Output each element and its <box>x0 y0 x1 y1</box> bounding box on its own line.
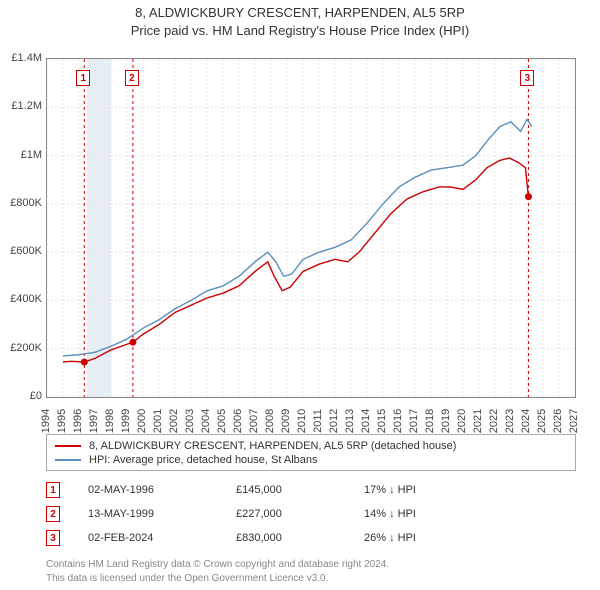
x-tick-label: 2000 <box>136 409 148 433</box>
x-tick-label: 2027 <box>568 409 580 433</box>
x-tick-label: 2006 <box>232 409 244 433</box>
legend-label: 8, ALDWICKBURY CRESCENT, HARPENDEN, AL5 … <box>89 440 456 452</box>
event-marker: 3 <box>46 530 60 546</box>
legend-row: HPI: Average price, detached house, St A… <box>55 453 567 467</box>
x-tick-label: 2018 <box>424 409 436 433</box>
chart-container: 8, ALDWICKBURY CRESCENT, HARPENDEN, AL5 … <box>0 0 600 590</box>
x-tick-label: 2015 <box>376 409 388 433</box>
event-price: £145,000 <box>236 484 336 496</box>
x-tick-label: 2016 <box>392 409 404 433</box>
event-date: 13-MAY-1999 <box>88 508 208 520</box>
event-price: £830,000 <box>236 532 336 544</box>
attribution-text: Contains HM Land Registry data © Crown c… <box>46 558 576 585</box>
x-tick-label: 2008 <box>264 409 276 433</box>
x-tick-label: 2024 <box>520 409 532 433</box>
x-tick-label: 1995 <box>56 409 68 433</box>
x-tick-label: 2020 <box>456 409 468 433</box>
sale-event-row: 2 13-MAY-1999 £227,000 14% ↓ HPI <box>46 502 576 526</box>
sale-marker-3: 3 <box>520 70 534 86</box>
chart-title: 8, ALDWICKBURY CRESCENT, HARPENDEN, AL5 … <box>0 0 600 39</box>
y-tick-label: £600K <box>10 245 42 257</box>
y-tick-label: £1M <box>21 149 42 161</box>
event-date: 02-MAY-1996 <box>88 484 208 496</box>
y-tick-label: £200K <box>10 342 42 354</box>
x-tick-label: 2025 <box>536 409 548 433</box>
event-delta: 17% ↓ HPI <box>364 484 484 496</box>
x-tick-label: 2023 <box>504 409 516 433</box>
x-tick-label: 1998 <box>104 409 116 433</box>
x-tick-label: 2012 <box>328 409 340 433</box>
x-tick-label: 2011 <box>312 409 324 433</box>
x-tick-label: 1997 <box>88 409 100 433</box>
title-line-2: Price paid vs. HM Land Registry's House … <box>0 22 600 40</box>
sale-events-table: 1 02-MAY-1996 £145,000 17% ↓ HPI 2 13-MAY-199… <box>46 478 576 550</box>
event-date: 02-FEB-2024 <box>88 532 208 544</box>
x-tick-label: 1999 <box>120 409 132 433</box>
x-tick-label: 2014 <box>360 409 372 433</box>
legend: 8, ALDWICKBURY CRESCENT, HARPENDEN, AL5 … <box>46 434 576 471</box>
event-delta: 26% ↓ HPI <box>364 532 484 544</box>
plot-area <box>46 58 576 398</box>
legend-row: 8, ALDWICKBURY CRESCENT, HARPENDEN, AL5 … <box>55 439 567 453</box>
x-tick-label: 1994 <box>40 409 52 433</box>
x-tick-label: 2013 <box>344 409 356 433</box>
sale-event-row: 3 02-FEB-2024 £830,000 26% ↓ HPI <box>46 526 576 550</box>
sale-marker-2: 2 <box>125 70 139 86</box>
legend-swatch <box>55 459 81 461</box>
legend-swatch <box>55 445 81 447</box>
sale-event-row: 1 02-MAY-1996 £145,000 17% ↓ HPI <box>46 478 576 502</box>
attribution-line-1: Contains HM Land Registry data © Crown c… <box>46 558 576 572</box>
y-tick-label: £0 <box>30 390 42 402</box>
x-tick-label: 2017 <box>408 409 420 433</box>
y-tick-label: £800K <box>10 197 42 209</box>
event-delta: 14% ↓ HPI <box>364 508 484 520</box>
x-tick-label: 2001 <box>152 409 164 433</box>
x-tick-label: 2022 <box>488 409 500 433</box>
x-tick-label: 2004 <box>200 409 212 433</box>
y-tick-label: £1.4M <box>11 52 42 64</box>
x-tick-label: 1996 <box>72 409 84 433</box>
x-tick-label: 2019 <box>440 409 452 433</box>
x-tick-label: 2026 <box>552 409 564 433</box>
x-tick-label: 2002 <box>168 409 180 433</box>
y-tick-label: £1.2M <box>11 100 42 112</box>
x-tick-label: 2007 <box>248 409 260 433</box>
event-marker: 1 <box>46 482 60 498</box>
plot-svg <box>47 59 575 397</box>
attribution-line-2: This data is licensed under the Open Gov… <box>46 572 576 586</box>
x-tick-label: 2010 <box>296 409 308 433</box>
y-tick-label: £400K <box>10 293 42 305</box>
sale-marker-1: 1 <box>76 70 90 86</box>
x-tick-label: 2021 <box>472 409 484 433</box>
title-line-1: 8, ALDWICKBURY CRESCENT, HARPENDEN, AL5 … <box>0 4 600 22</box>
x-tick-label: 2005 <box>216 409 228 433</box>
legend-label: HPI: Average price, detached house, St A… <box>89 454 318 466</box>
x-tick-label: 2009 <box>280 409 292 433</box>
event-marker: 2 <box>46 506 60 522</box>
x-tick-label: 2003 <box>184 409 196 433</box>
event-price: £227,000 <box>236 508 336 520</box>
